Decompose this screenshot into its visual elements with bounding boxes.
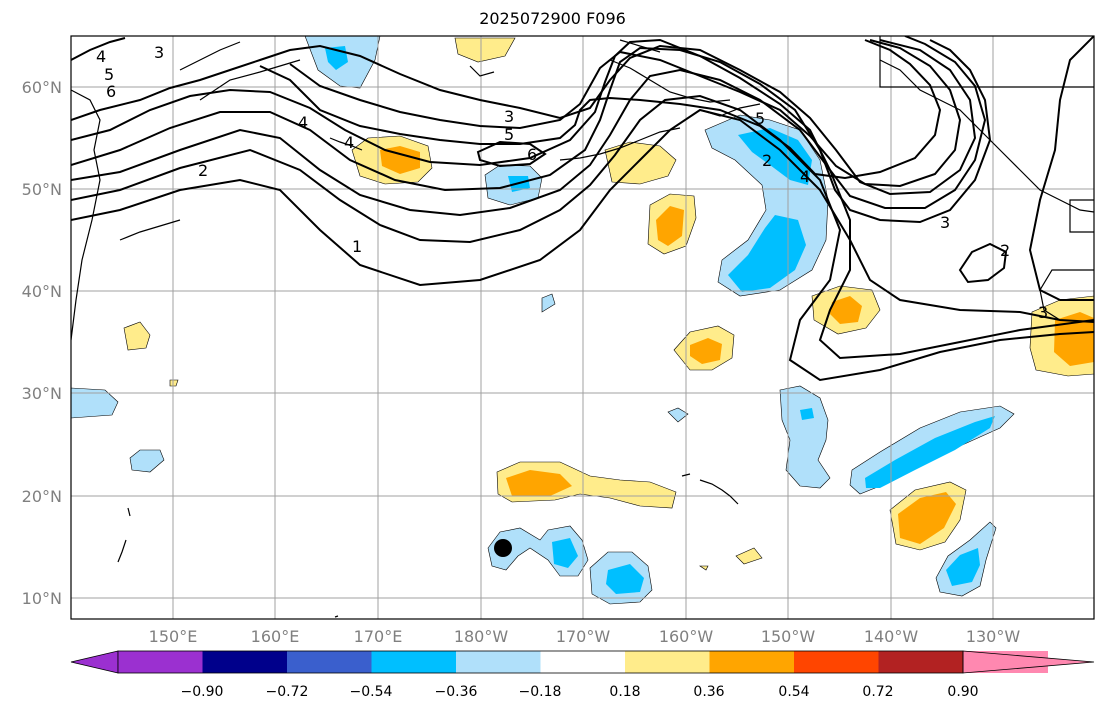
contour-labels: 3 4 5 6 2 4 3 5 6 4 1 2 5 4 3 2 3 — [96, 43, 1048, 322]
colorbar — [70, 650, 1095, 674]
blue-region-small-2 — [541, 293, 556, 313]
colorbar-labels: −0.90 −0.72 −0.54 −0.36 −0.18 0.18 0.36 … — [181, 684, 979, 700]
contour-label: 3 — [504, 107, 514, 126]
map-title: 2025072900 F096 — [479, 9, 626, 28]
lon-label: 180°W — [454, 627, 509, 646]
lon-label: 160°E — [251, 627, 300, 646]
contour-label: 2 — [1000, 241, 1010, 260]
lat-label: 40°N — [22, 282, 62, 301]
contour-3 — [71, 68, 1094, 360]
yellow-region-north — [454, 37, 516, 63]
colorbar-bin — [794, 651, 879, 673]
colorbar-tick-label: −0.54 — [350, 684, 393, 700]
contour-8 — [259, 39, 942, 180]
lat-label: 60°N — [22, 78, 62, 97]
lat-label: 50°N — [22, 180, 62, 199]
contour-label: 6 — [527, 145, 537, 164]
blue-region-small-1 — [129, 449, 165, 473]
colorbar-bin — [118, 651, 203, 673]
contour-label: 4 — [298, 113, 308, 132]
lat-label: 20°N — [22, 487, 62, 506]
map-frame — [70, 35, 1095, 620]
colorbar-tick-label: 0.18 — [609, 684, 640, 700]
colorbar-tick-label: 0.90 — [947, 684, 978, 700]
contour-label: 3 — [940, 213, 950, 232]
colorbar-tick-label: 0.54 — [778, 684, 809, 700]
contour-east-top — [1028, 36, 1094, 301]
storm-center-marker — [494, 539, 512, 557]
lon-label: 160°W — [659, 627, 714, 646]
contour-6 — [71, 39, 977, 196]
graticule — [71, 36, 1094, 619]
contour-4 — [71, 39, 992, 224]
contour-label: 5 — [755, 109, 765, 128]
longitude-labels: 150°E 160°E 170°E 180°W 170°W 160°W 150°… — [149, 627, 1021, 646]
contour-inner-ne — [958, 242, 1008, 284]
contour-label: 4 — [344, 133, 354, 152]
colorbar-bin — [371, 651, 457, 673]
colorbar-tick-label: −0.18 — [519, 684, 562, 700]
colorbar-tick-label: 0.72 — [862, 684, 893, 700]
coastlines — [71, 36, 1094, 618]
contour-label: 3 — [1038, 303, 1048, 322]
yellow-region-central — [604, 141, 677, 185]
lon-label: 130°W — [966, 627, 1021, 646]
colorbar-tick-label: −0.72 — [266, 684, 309, 700]
lon-label: 170°E — [354, 627, 403, 646]
contour-label: 5 — [104, 65, 114, 84]
colorbar-frame — [117, 650, 964, 674]
blue-region-subtropic — [779, 385, 831, 489]
contour-west-top — [71, 37, 126, 61]
blue-region-small-3 — [667, 407, 689, 423]
lon-label: 140°W — [864, 627, 919, 646]
contour-1 — [71, 108, 1094, 323]
contour-label: 3 — [154, 43, 164, 62]
lon-label: 150°E — [149, 627, 198, 646]
contour-label: 5 — [504, 125, 514, 144]
latitude-labels: 10°N 20°N 30°N 40°N 50°N 60°N — [22, 78, 62, 608]
contour-label: 2 — [762, 151, 772, 170]
colorbar-bin — [878, 651, 964, 673]
contour-7 — [289, 39, 962, 188]
contour-label: 6 — [106, 82, 116, 101]
colorbar-bin — [540, 651, 626, 673]
colorbar-tick-label: −0.36 — [435, 684, 478, 700]
colorbar-bin — [625, 651, 710, 673]
colorbar-bin — [287, 651, 372, 673]
colorbar-extend-low — [70, 650, 119, 674]
contour-lines — [71, 36, 1094, 382]
colorbar-tick-label: −0.90 — [181, 684, 224, 700]
colorbar-bin — [709, 651, 795, 673]
contour-label: 2 — [198, 161, 208, 180]
contour-label: 4 — [96, 47, 106, 66]
colorbar-bin — [456, 651, 541, 673]
contour-2 — [71, 94, 1094, 382]
contour-inner-low — [476, 140, 547, 168]
contour-5 — [71, 36, 987, 209]
lat-label: 30°N — [22, 384, 62, 403]
contour-label: 4 — [800, 167, 810, 186]
lon-label: 150°W — [761, 627, 816, 646]
lat-label: 10°N — [22, 589, 62, 608]
contour-label: 1 — [352, 237, 362, 256]
blue-region-west — [71, 387, 119, 419]
lon-label: 170°W — [556, 627, 611, 646]
colorbar-tick-label: 0.36 — [693, 684, 724, 700]
colorbar-bin — [202, 651, 288, 673]
